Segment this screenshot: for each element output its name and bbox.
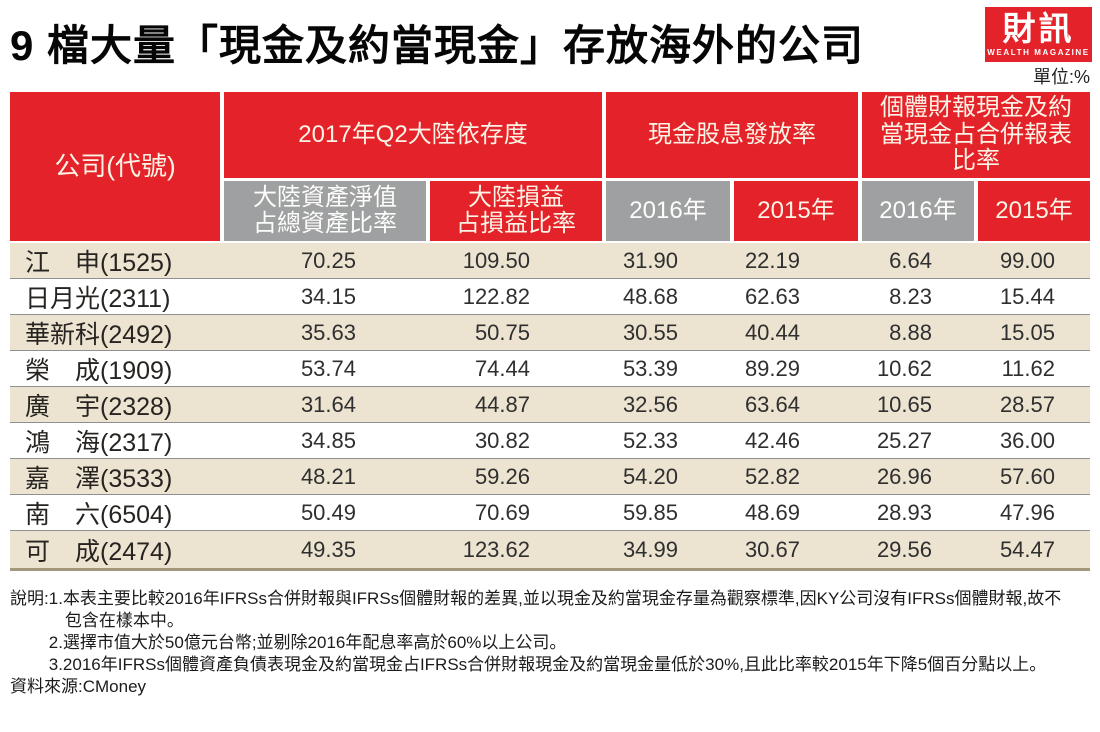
footnotes: 說明: 1.本表主要比較2016年IFRSs合併財報與IFRSs個體財報的差異,… bbox=[10, 588, 1092, 698]
value-cell: 48.69 bbox=[744, 500, 800, 525]
value-cell: 42.46 bbox=[744, 428, 800, 453]
value-cell: 47.96 bbox=[999, 500, 1055, 525]
value-cell: 10.65 bbox=[876, 392, 932, 417]
value-cell: 74.44 bbox=[474, 356, 530, 381]
value-cell: 30.82 bbox=[474, 428, 530, 453]
company-cell: 華新科(2492) bbox=[25, 321, 173, 349]
table-row: 嘉 澤(3533) 48.21 59.26 54.20 52.82 26.96 … bbox=[10, 459, 1090, 495]
value-cell: 40.44 bbox=[744, 320, 800, 345]
value-cell: 28.93 bbox=[876, 500, 932, 525]
subheader-cash-2016: 2016年 bbox=[862, 181, 974, 241]
page-title: 9 檔大量「現金及約當現金」存放海外的公司 bbox=[10, 22, 865, 69]
value-cell: 34.85 bbox=[300, 428, 356, 453]
note-item-1: 1.本表主要比較2016年IFRSs合併財報與IFRSs個體財報的差異,並以現金… bbox=[48, 589, 1062, 630]
group-header-standalone-cash-ratio: 個體財報現金及約 當現金占合併報表 比率 bbox=[862, 92, 1090, 178]
value-cell: 31.90 bbox=[622, 248, 678, 273]
table-row: 廣 宇(2328) 31.64 44.87 32.56 63.64 10.65 … bbox=[10, 387, 1090, 423]
value-cell: 11.62 bbox=[1001, 356, 1055, 381]
group-header-china-dependence: 2017年Q2大陸依存度 bbox=[224, 92, 602, 178]
value-cell: 54.20 bbox=[622, 464, 678, 489]
note-item-2: 2.選擇市值大於50億元台幣;並剔除2016年配息率高於60%以上公司。 bbox=[48, 633, 567, 652]
table-row: 南 六(6504) 50.49 70.69 59.85 48.69 28.93 … bbox=[10, 495, 1090, 531]
subheader-china-net-assets-ratio: 大陸資產淨值 占總資產比率 bbox=[224, 181, 426, 241]
value-cell: 122.82 bbox=[462, 284, 530, 309]
value-cell: 89.29 bbox=[744, 356, 800, 381]
value-cell: 28.57 bbox=[999, 392, 1055, 417]
company-cell: 廣 宇(2328) bbox=[25, 393, 173, 421]
subheader-dividend-2015: 2015年 bbox=[734, 181, 858, 241]
value-cell: 30.67 bbox=[744, 536, 800, 562]
company-cell: 嘉 澤(3533) bbox=[25, 465, 173, 493]
company-cell: 鴻 海(2317) bbox=[25, 429, 173, 457]
value-cell: 54.47 bbox=[999, 536, 1055, 562]
value-cell: 50.75 bbox=[474, 320, 530, 345]
value-cell: 15.44 bbox=[999, 284, 1055, 309]
subheader-dividend-2016: 2016年 bbox=[606, 181, 730, 241]
notes-label: 說明: bbox=[10, 589, 49, 608]
value-cell: 22.19 bbox=[744, 248, 800, 273]
value-cell: 34.99 bbox=[622, 536, 678, 562]
value-cell: 29.56 bbox=[876, 536, 932, 562]
table-body: 江 申(1525) 70.25 109.50 31.90 22.19 6.64 … bbox=[10, 243, 1090, 571]
value-cell: 70.25 bbox=[300, 248, 356, 273]
value-cell: 26.96 bbox=[876, 464, 932, 489]
value-cell: 50.49 bbox=[300, 500, 356, 525]
notes-list: 1.本表主要比較2016年IFRSs合併財報與IFRSs個體財報的差異,並以現金… bbox=[49, 588, 1069, 676]
value-cell: 53.74 bbox=[300, 356, 356, 381]
table-row: 可 成(2474) 49.35 123.62 34.99 30.67 29.56… bbox=[10, 531, 1090, 568]
value-cell: 123.62 bbox=[462, 536, 530, 562]
value-cell: 52.33 bbox=[622, 428, 678, 453]
value-cell: 10.62 bbox=[876, 356, 932, 381]
table-row: 榮 成(1909) 53.74 74.44 53.39 89.29 10.62 … bbox=[10, 351, 1090, 387]
value-cell: 109.50 bbox=[462, 248, 530, 273]
value-cell: 52.82 bbox=[744, 464, 800, 489]
value-cell: 44.87 bbox=[474, 392, 530, 417]
data-table: 公司(代號) 2017年Q2大陸依存度 現金股息發放率 個體財報現金及約 當現金… bbox=[10, 92, 1090, 571]
company-cell: 榮 成(1909) bbox=[25, 357, 173, 385]
value-cell: 25.27 bbox=[876, 428, 932, 453]
value-cell: 70.69 bbox=[474, 500, 530, 525]
unit-label: 單位:% bbox=[1032, 67, 1090, 87]
value-cell: 36.00 bbox=[999, 428, 1055, 453]
value-cell: 35.63 bbox=[300, 320, 356, 345]
value-cell: 6.64 bbox=[889, 248, 932, 273]
table-row: 日月光(2311) 34.15 122.82 48.68 62.63 8.23 … bbox=[10, 279, 1090, 315]
value-cell: 32.56 bbox=[622, 392, 678, 417]
table-header: 公司(代號) 2017年Q2大陸依存度 現金股息發放率 個體財報現金及約 當現金… bbox=[10, 92, 1090, 241]
company-header-cell: 公司(代號) bbox=[10, 92, 220, 241]
source-label: 資料來源:CMoney bbox=[10, 677, 147, 696]
magazine-logo: 財訊 WEALTH MAGAZINE bbox=[985, 7, 1092, 62]
company-cell: 可 成(2474) bbox=[25, 537, 173, 566]
company-cell: 江 申(1525) bbox=[25, 249, 173, 277]
table-row: 鴻 海(2317) 34.85 30.82 52.33 42.46 25.27 … bbox=[10, 423, 1090, 459]
value-cell: 8.88 bbox=[889, 320, 932, 345]
table-row: 華新科(2492) 35.63 50.75 30.55 40.44 8.88 1… bbox=[10, 315, 1090, 351]
value-cell: 63.64 bbox=[744, 392, 800, 417]
value-cell: 57.60 bbox=[999, 464, 1055, 489]
value-cell: 99.00 bbox=[999, 248, 1055, 273]
logo-subtitle: WEALTH MAGAZINE bbox=[987, 48, 1090, 57]
company-cell: 南 六(6504) bbox=[25, 501, 173, 529]
value-cell: 59.85 bbox=[622, 500, 678, 525]
value-cell: 62.63 bbox=[744, 284, 800, 309]
subheader-china-profit-ratio: 大陸損益 占損益比率 bbox=[430, 181, 602, 241]
value-cell: 31.64 bbox=[300, 392, 356, 417]
note-item-3: 3.2016年IFRSs個體資產負債表現金及約當現金占IFRSs合併財報現金及約… bbox=[48, 655, 1047, 674]
table-row: 江 申(1525) 70.25 109.50 31.90 22.19 6.64 … bbox=[10, 243, 1090, 279]
subheader-cash-2015: 2015年 bbox=[978, 181, 1090, 241]
logo-wordmark: 財訊 bbox=[1002, 10, 1075, 47]
value-cell: 48.68 bbox=[622, 284, 678, 309]
value-cell: 30.55 bbox=[622, 320, 678, 345]
group-header-dividend-payout: 現金股息發放率 bbox=[606, 92, 858, 178]
value-cell: 53.39 bbox=[622, 356, 678, 381]
value-cell: 49.35 bbox=[300, 536, 356, 562]
value-cell: 15.05 bbox=[999, 320, 1055, 345]
value-cell: 8.23 bbox=[889, 284, 932, 309]
value-cell: 48.21 bbox=[300, 464, 356, 489]
value-cell: 34.15 bbox=[300, 284, 356, 309]
value-cell: 59.26 bbox=[474, 464, 530, 489]
company-cell: 日月光(2311) bbox=[25, 285, 171, 313]
